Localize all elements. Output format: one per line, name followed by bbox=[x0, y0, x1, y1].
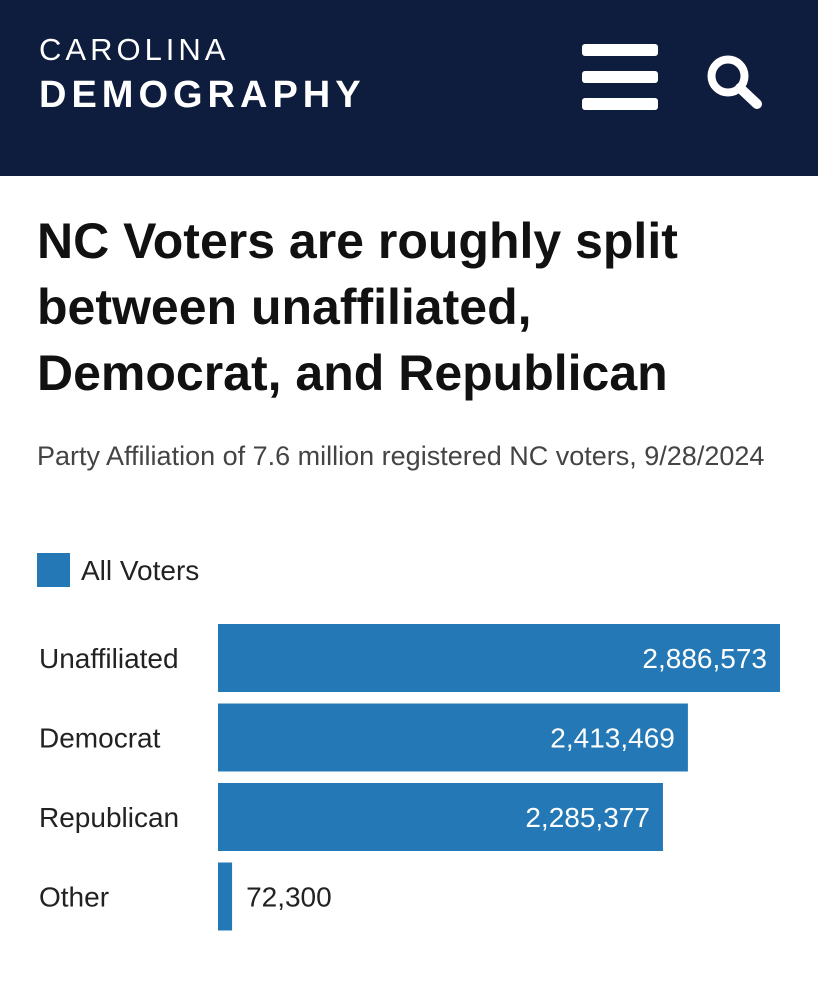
legend-label: All Voters bbox=[81, 555, 200, 586]
data-label: 2,413,469 bbox=[550, 723, 675, 754]
data-label: 72,300 bbox=[246, 882, 332, 913]
bar[interactable] bbox=[218, 862, 233, 931]
logo-demography[interactable]: DEMOGRAPHY bbox=[39, 74, 366, 116]
legend-swatch bbox=[37, 553, 70, 587]
bar-chart: Unaffiliated 2,886,573 Democrat 2,413,469 Re… bbox=[39, 624, 780, 931]
category-label: Unaffiliated bbox=[39, 643, 179, 674]
bar[interactable] bbox=[218, 624, 780, 692]
site-header: CAROLINA DEMOGRAPHY bbox=[0, 0, 818, 176]
bar[interactable] bbox=[218, 783, 663, 851]
chart-subtitle: Party Affiliation of 7.6 million registe… bbox=[37, 441, 765, 471]
search-icon[interactable] bbox=[702, 52, 764, 110]
logo-carolina[interactable]: CAROLINA bbox=[39, 32, 230, 67]
hamburger-menu-icon[interactable] bbox=[580, 44, 660, 110]
bar[interactable] bbox=[218, 703, 688, 772]
category-label: Other bbox=[39, 882, 109, 913]
data-label: 2,886,573 bbox=[642, 643, 767, 674]
category-label: Republican bbox=[39, 802, 179, 833]
chart-title: NC Voters are roughly split between unaf… bbox=[37, 213, 678, 401]
category-label: Democrat bbox=[39, 723, 161, 754]
data-label: 2,285,377 bbox=[525, 802, 650, 833]
